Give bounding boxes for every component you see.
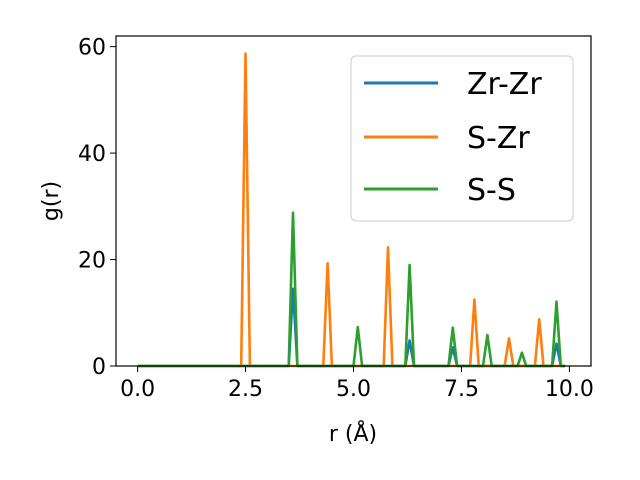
y-tick-label: 20: [78, 249, 106, 274]
legend-box: [350, 55, 574, 222]
legend-label-2: S-S: [467, 173, 516, 208]
legend-label-1: S-Zr: [467, 121, 530, 156]
y-axis-ticks: 0 20 40 60: [78, 36, 116, 380]
y-axis-label: g(r): [39, 181, 64, 221]
y-tick-label: 60: [78, 36, 106, 61]
series-line-0: [137, 287, 566, 368]
y-tick-label: 40: [78, 142, 106, 167]
x-tick-label: 7.5: [444, 377, 479, 402]
legend: Zr-Zr S-Zr S-S: [350, 55, 574, 222]
legend-label-0: Zr-Zr: [467, 67, 542, 102]
x-axis-ticks: 0.0 2.5 5.0 7.5 10.0: [120, 366, 594, 402]
x-tick-label: 5.0: [336, 377, 371, 402]
series-line-2: [137, 211, 566, 368]
x-tick-label: 0.0: [120, 377, 155, 402]
y-tick-label: 0: [92, 355, 106, 380]
x-axis-label: r (Å): [329, 420, 377, 447]
x-tick-label: 2.5: [228, 377, 263, 402]
x-tick-label: 10.0: [545, 377, 594, 402]
